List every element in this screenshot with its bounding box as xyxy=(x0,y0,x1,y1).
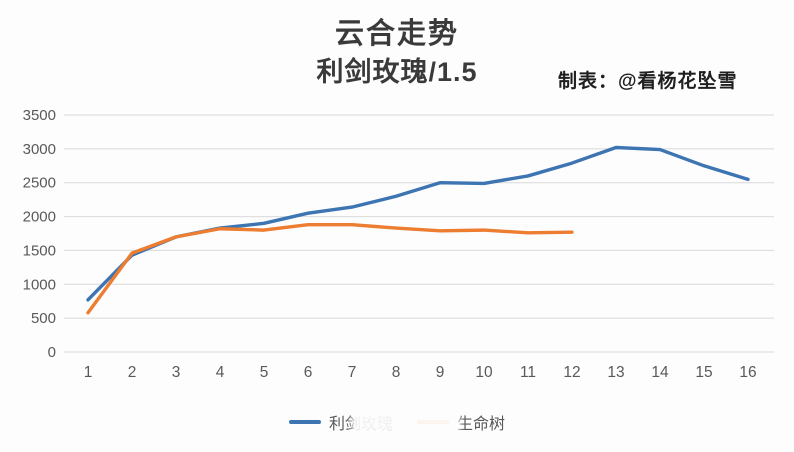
y-tick-label: 3000 xyxy=(23,141,56,158)
legend-swatch-blue-line xyxy=(288,420,321,424)
x-tick-label: 5 xyxy=(260,364,269,381)
y-tick-label: 3500 xyxy=(23,107,56,124)
credit-text: 制表：@看杨花坠雪 xyxy=(558,71,738,92)
y-tick-label: 1500 xyxy=(23,242,56,259)
x-tick-label: 3 xyxy=(172,364,181,381)
legend-swatch-orange-line xyxy=(417,420,449,424)
x-tick-label: 15 xyxy=(695,364,712,381)
x-tick-label: 1 xyxy=(84,364,93,381)
y-tick-label: 2500 xyxy=(23,175,56,192)
x-tick-label: 9 xyxy=(436,364,445,381)
x-tick-label: 16 xyxy=(739,364,756,381)
x-tick-label: 14 xyxy=(651,364,669,381)
series-line-1 xyxy=(86,222,574,315)
x-tick-label: 10 xyxy=(475,364,493,381)
y-tick-label: 2000 xyxy=(23,209,56,226)
x-tick-label: 11 xyxy=(520,364,536,381)
page-subtitle: 利剑玫瑰/1.5 xyxy=(316,57,478,87)
y-tick-label: 1000 xyxy=(23,276,56,293)
legend-label-sword-rose: 利剑玫瑰 xyxy=(328,416,393,433)
y-tick-label: 500 xyxy=(31,310,56,327)
legend-item-tree-of-life: 生命树 xyxy=(417,410,505,434)
legend-item-sword-rose: 利剑玫瑰 xyxy=(288,410,393,434)
x-tick-label: 13 xyxy=(607,364,624,381)
x-tick-label: 2 xyxy=(128,364,137,381)
y-tick-label: 0 xyxy=(48,344,56,361)
x-tick-label: 12 xyxy=(563,364,580,381)
x-tick-label: 8 xyxy=(392,364,401,381)
page-title: 云合走势 xyxy=(334,18,459,50)
chart-legend: 利剑玫瑰 生命树 xyxy=(0,410,794,434)
x-tick-label: 6 xyxy=(304,364,313,381)
series-line-0 xyxy=(86,145,750,302)
x-tick-label: 7 xyxy=(348,364,357,381)
legend-label-tree-of-life: 生命树 xyxy=(457,416,506,433)
x-tick-label: 4 xyxy=(216,364,225,381)
